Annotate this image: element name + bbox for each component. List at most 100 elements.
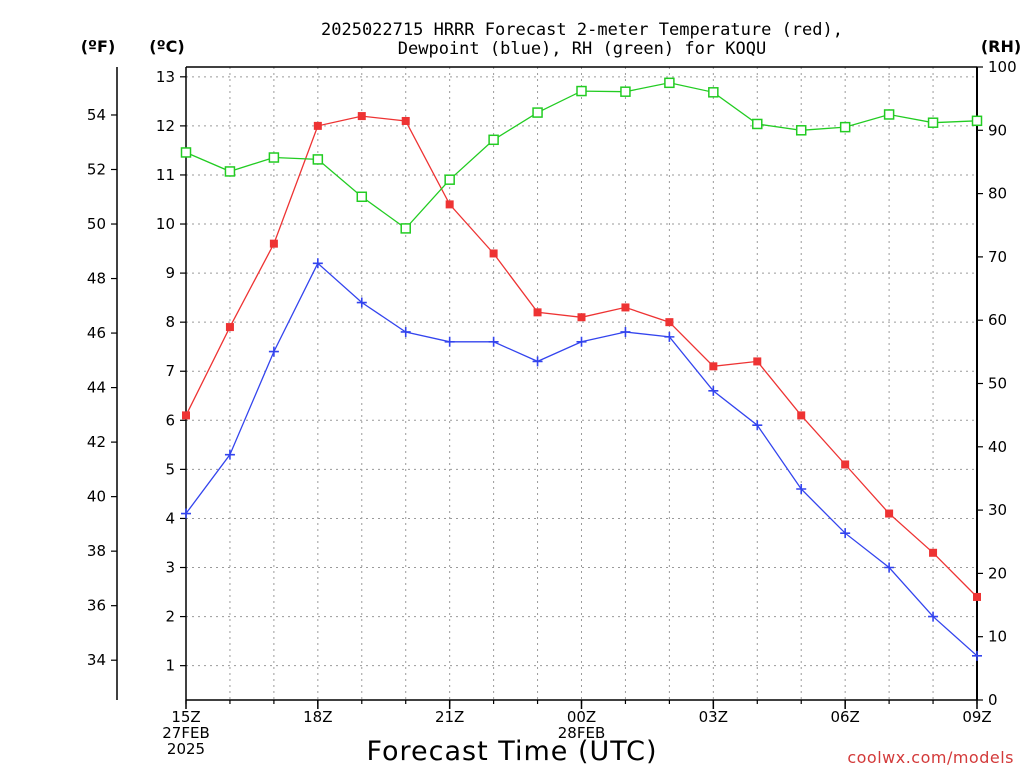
rh-tick-label: 0	[988, 691, 998, 709]
rh-tick-label: 20	[988, 564, 1007, 582]
temperature-point	[269, 239, 278, 248]
rh-point	[883, 109, 895, 120]
dewpoint-point	[312, 258, 323, 269]
rh-point	[268, 152, 280, 163]
rh-tick-label: 70	[988, 248, 1007, 266]
rh-point	[488, 134, 499, 146]
temperature-point	[797, 411, 806, 420]
celsius-tick-label: 6	[165, 411, 175, 429]
temperature-point	[225, 323, 234, 332]
axes	[111, 66, 983, 709]
dewpoint-point	[268, 346, 279, 357]
rh-tick-label: 40	[988, 438, 1007, 456]
dewpoint-point	[664, 331, 675, 342]
dewpoint-point	[620, 326, 631, 337]
x-tick-label: 27FEB	[162, 724, 209, 742]
temperature-point	[182, 411, 190, 420]
rh-tick-label: 30	[988, 501, 1007, 519]
fahrenheit-tick-label: 40	[87, 488, 106, 506]
rh-point	[752, 118, 763, 130]
rh-point	[180, 147, 192, 158]
rh-point	[795, 125, 807, 136]
dewpoint-series	[181, 258, 982, 661]
x-axis-title: Forecast Time (UTC)	[366, 736, 657, 767]
dewpoint-point	[752, 420, 763, 431]
dewpoint-point	[181, 508, 191, 519]
fahrenheit-tick-label: 46	[87, 324, 106, 342]
rh-point	[312, 154, 324, 165]
dewpoint-point	[488, 336, 499, 347]
x-tick-label: 09Z	[962, 708, 991, 726]
celsius-tick-label: 8	[165, 313, 175, 331]
temperature-point	[753, 357, 762, 366]
celsius-tick-label: 1	[165, 657, 175, 675]
celsius-tick-label: 10	[156, 215, 175, 233]
fahrenheit-tick-label: 50	[87, 215, 106, 233]
celsius-unit-label: (ºC)	[149, 37, 184, 56]
tick-labels: 1234567891011121334363840424446485052540…	[87, 58, 1017, 758]
dewpoint-point	[356, 297, 367, 308]
celsius-tick-label: 4	[165, 509, 175, 527]
temperature-point	[313, 121, 322, 130]
temperature-point	[533, 308, 542, 317]
chart-title-line-1: 2025022715 HRRR Forecast 2-meter Tempera…	[321, 20, 843, 40]
rh-point	[708, 87, 719, 98]
rh-tick-label: 80	[988, 185, 1007, 203]
temperature-point	[489, 249, 498, 258]
rh-tick-label: 60	[988, 311, 1007, 329]
fahrenheit-tick-label: 44	[87, 379, 106, 397]
celsius-tick-label: 5	[165, 460, 175, 478]
rh-point	[356, 191, 368, 203]
temperature-point	[973, 592, 981, 601]
temperature-point	[621, 303, 630, 312]
rh-series	[180, 77, 983, 234]
chart-title-line-2: Dewpoint (blue), RH (green) for KOQU	[398, 39, 766, 59]
x-tick-label: 18Z	[303, 708, 332, 726]
rh-point	[576, 85, 587, 97]
dewpoint-point	[576, 336, 587, 347]
x-tick-label: 2025	[167, 740, 205, 758]
fahrenheit-unit-label: (ºF)	[81, 37, 116, 56]
dewpoint-point	[840, 528, 851, 539]
dewpoint-point	[708, 385, 719, 396]
temperature-point	[357, 112, 366, 121]
rh-point	[971, 115, 983, 127]
rh-point	[532, 107, 543, 118]
x-tick-label: 00Z	[567, 708, 596, 726]
rh-point	[839, 121, 851, 133]
dewpoint-point	[928, 611, 939, 622]
fahrenheit-tick-label: 34	[87, 651, 106, 669]
x-tick-label: 28FEB	[558, 724, 605, 742]
fahrenheit-tick-label: 48	[87, 270, 106, 288]
celsius-tick-label: 7	[165, 362, 175, 380]
rh-point	[224, 166, 236, 177]
rh-tick-label: 50	[988, 375, 1007, 393]
temperature-point	[401, 116, 410, 125]
celsius-tick-label: 13	[156, 68, 175, 86]
temperature-point	[885, 509, 894, 518]
fahrenheit-tick-label: 38	[87, 542, 106, 560]
rh-point	[927, 117, 939, 128]
series-layer	[180, 77, 983, 661]
x-tick-label: 03Z	[699, 708, 728, 726]
temperature-point	[445, 200, 454, 209]
rh-tick-label: 10	[988, 628, 1007, 646]
temperature-point	[841, 460, 850, 469]
dewpoint-point	[400, 326, 411, 337]
rh-tick-label: 90	[988, 121, 1007, 139]
dewpoint-point	[972, 650, 982, 661]
temperature-point	[709, 362, 718, 371]
celsius-tick-label: 3	[165, 559, 175, 577]
fahrenheit-tick-label: 42	[87, 433, 106, 451]
x-tick-label: 15Z	[171, 708, 200, 726]
dewpoint-point	[532, 356, 543, 367]
temperature-series	[182, 112, 981, 601]
credit-text: coolwx.com/models	[847, 748, 1014, 767]
rh-unit-label: (RH)	[981, 37, 1021, 56]
x-tick-label: 21Z	[435, 708, 464, 726]
rh-tick-label: 100	[988, 58, 1017, 76]
rh-point	[444, 174, 455, 185]
rh-point	[400, 223, 411, 234]
fahrenheit-tick-label: 54	[87, 106, 106, 124]
